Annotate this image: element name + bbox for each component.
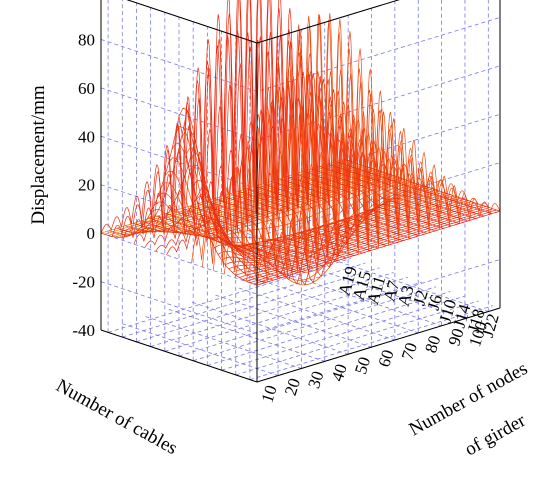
- surface-line-node: [319, 166, 476, 219]
- surface-line-node: [100, 116, 258, 286]
- surface-line-node: [270, 180, 428, 245]
- node-tick-label: 80: [421, 333, 444, 355]
- z-tick-label: 20: [78, 176, 95, 195]
- grid-line-cable-floor: [221, 295, 465, 371]
- surface-line-node: [125, 183, 282, 279]
- grid-line-cable-floor: [107, 257, 352, 333]
- node-tick-label: 90: [444, 326, 467, 348]
- z-tick-label: 80: [78, 30, 95, 49]
- z-axis-title: Displacement/mm: [28, 85, 49, 225]
- axis-box-edge: [126, 0, 258, 44]
- grid-line-cable-floor: [136, 267, 380, 343]
- axis-box-edge: [256, 0, 400, 44]
- surface-line-node: [287, 176, 444, 229]
- surface-wireframe: [100, 0, 501, 286]
- z-tick-label: 40: [78, 127, 95, 146]
- surface-line-node: [133, 218, 290, 276]
- surface-line-node: [157, 215, 314, 269]
- z-tick-label: 100: [70, 0, 96, 1]
- cable-tick-label: J2: [409, 288, 431, 308]
- node-tick-label: 20: [281, 376, 304, 398]
- surface-line-node: [311, 168, 468, 222]
- cable-tick-label: A3: [394, 283, 418, 308]
- grid-line-cable-floor: [178, 281, 423, 357]
- axis-box-edge: [100, 329, 258, 383]
- grid-line-cable-floor: [249, 305, 494, 381]
- grid-line-cable-floor: [193, 286, 437, 362]
- surface-line-node: [343, 158, 501, 212]
- surface-line-node: [303, 171, 460, 224]
- grid-line-cable-floor: [122, 262, 366, 338]
- surface-line-node: [246, 188, 403, 278]
- node-tick-label: 40: [328, 362, 351, 384]
- surface-line-node: [279, 178, 436, 233]
- z-tick-label: -20: [72, 273, 95, 292]
- surface-line-node: [108, 109, 266, 284]
- surface-line-node: [149, 217, 306, 271]
- x-axis-title: Number of cables: [53, 375, 181, 459]
- surface-line-node: [117, 139, 274, 281]
- grid-line-cable-floor: [207, 291, 451, 366]
- surface-line-node: [327, 163, 484, 217]
- node-tick-label: 70: [398, 340, 421, 362]
- grid-line-cable-floor: [164, 276, 408, 352]
- tick-labels: 100806040200-20-40A19A15A11A7A3J2J6J10J1…: [70, 0, 503, 405]
- cable-tick-label: J6: [424, 293, 446, 313]
- z-tick-label: -40: [72, 321, 95, 340]
- y-axis-title-line2: of girder: [461, 410, 529, 461]
- node-tick-label: 50: [351, 354, 374, 376]
- grid-line-cable-floor: [150, 272, 394, 347]
- grid-line-cable-floor: [235, 300, 479, 376]
- node-tick-label: 30: [304, 369, 327, 391]
- surface-line-node: [295, 173, 452, 227]
- axis-box-edge: [256, 307, 501, 383]
- surface-line-node: [238, 190, 395, 284]
- axes-box: [100, 0, 501, 383]
- surface-line-node: [206, 200, 363, 275]
- surface-line-node: [254, 185, 412, 268]
- surface-line-node: [214, 198, 371, 281]
- surface-line-node: [335, 161, 493, 214]
- z-tick-label: 60: [78, 79, 95, 98]
- node-tick-label: 10: [258, 383, 281, 405]
- node-tick-label: 60: [374, 347, 397, 369]
- surface-line-node: [222, 195, 379, 285]
- surface-line-node: [262, 183, 420, 257]
- z-tick-label: 0: [87, 224, 96, 243]
